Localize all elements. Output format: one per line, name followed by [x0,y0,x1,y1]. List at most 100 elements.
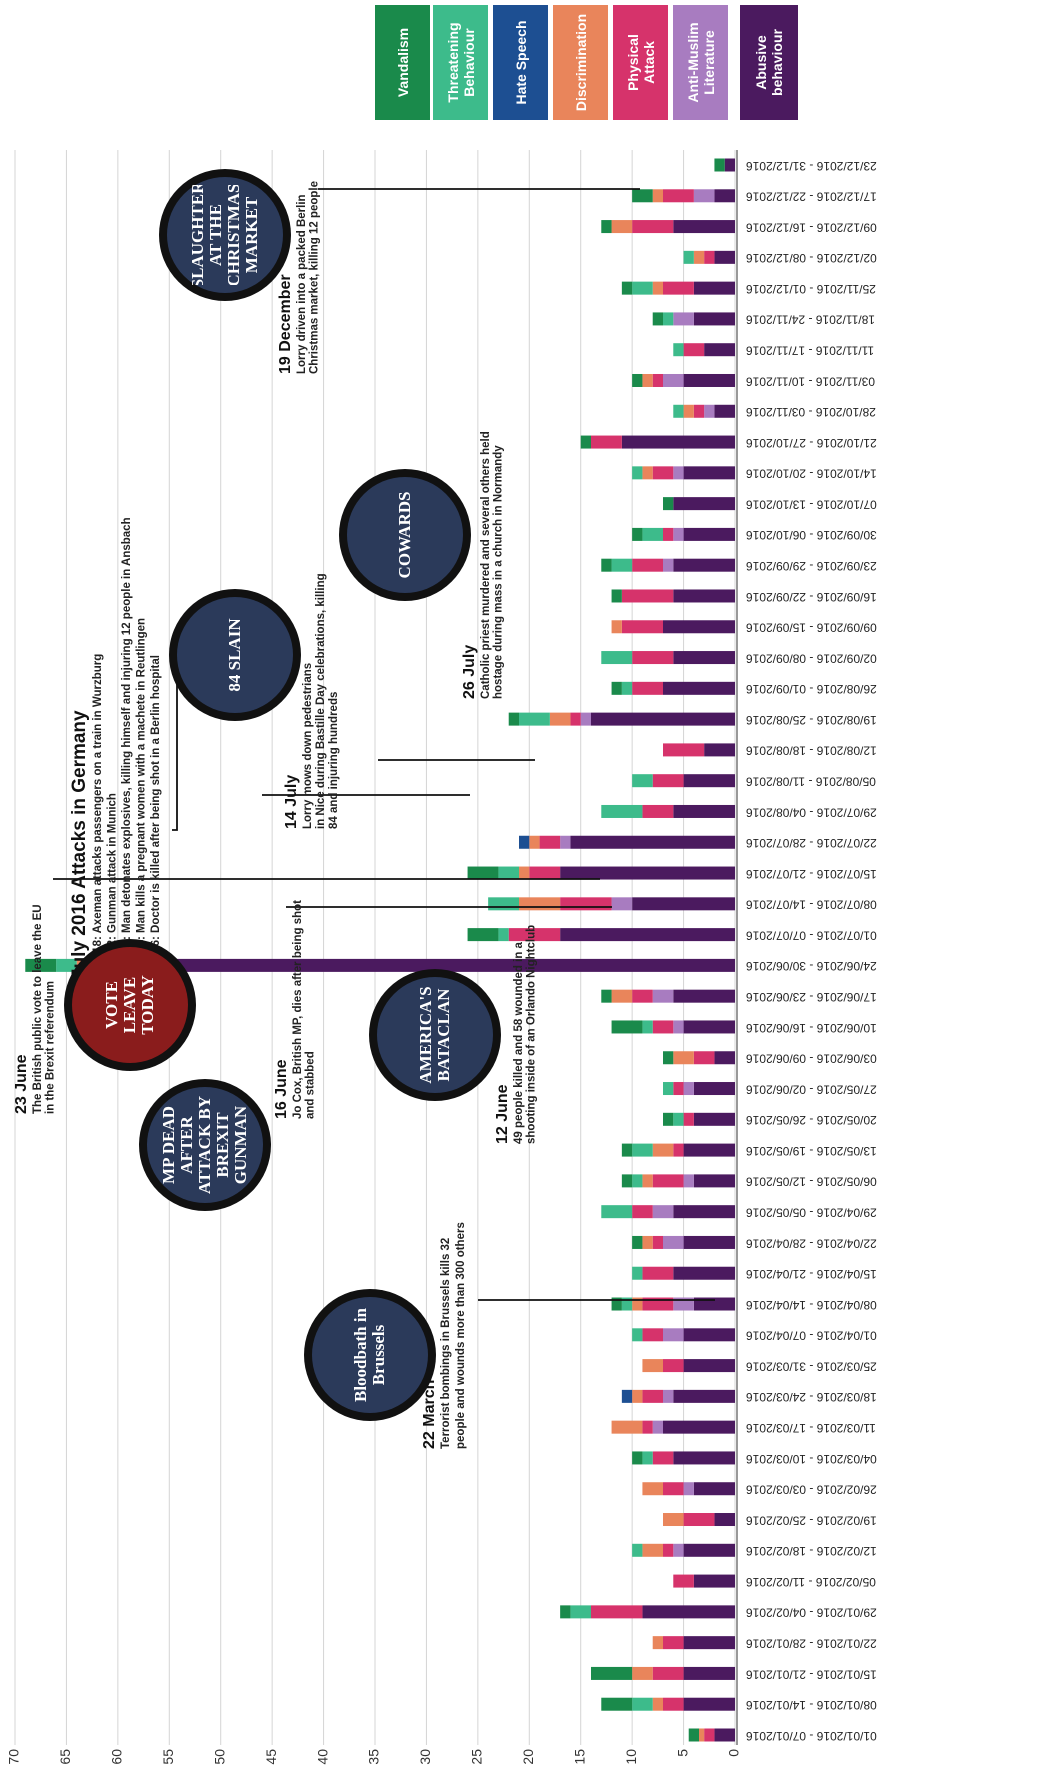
x-tick-label: 18/11/2016 - 24/11/2016 [746,313,875,327]
bar-segment [673,1451,735,1465]
y-tick-label: 45 [263,1749,279,1765]
x-tick-label: 22/07/2016 - 28/07/2016 [746,836,877,850]
annotation-title: 16 June [273,1059,290,1119]
clipping-inner [312,1297,428,1413]
x-tick-label: 08/01/2016 - 14/01/2016 [746,1698,877,1712]
bar-segment [704,743,736,757]
bar-segment [673,497,735,511]
bar-segment [632,1389,643,1403]
bar-segment [591,435,622,449]
bar-segment [601,804,643,818]
bar-segment [601,1697,633,1711]
bar-segment [663,1636,684,1650]
bar-segment [642,1451,653,1465]
bar-segment [693,1082,735,1096]
annotation-line: July 24: Man kills a pregnant women with… [136,618,148,979]
x-tick-label: 08/07/2016 - 14/07/2016 [746,898,877,912]
bar-segment [529,835,540,849]
bar-segment [611,681,622,695]
x-tick-label: 24/06/2016 - 30/06/2016 [746,959,877,973]
bar-segment [498,928,509,942]
clipping-inner [377,977,493,1093]
bar-segment [714,189,736,203]
bar-segment [632,1235,643,1249]
bar-segment [663,1235,684,1249]
bar-segment [683,1359,735,1373]
legend-swatch [740,5,798,120]
bar-segment [642,804,674,818]
bar-segment [642,1359,664,1373]
bar-segment [683,466,735,480]
bar-segment [673,343,684,357]
legend-swatch [433,5,488,120]
bar-segment [673,651,735,665]
bar-segment [683,1513,715,1527]
bar-segment [663,1543,674,1557]
clipping: 84 SLAIN [225,618,244,691]
bar-segment [683,373,735,387]
y-tick-label: 15 [571,1749,587,1765]
legend-entry: Vandalism [395,28,411,97]
bar-segment [488,897,519,911]
bar-segment [714,1051,736,1065]
bar-segment [673,989,735,1003]
bar-segment [642,1543,664,1557]
x-tick-label: 16/09/2016 - 22/09/2016 [746,590,877,604]
bar-segment [632,466,643,480]
x-tick-label: 19/08/2016 - 25/08/2016 [746,713,877,727]
annotation-line: people and wounds more than 300 others [455,1222,467,1449]
bar-segment [632,1205,653,1219]
clipping: SLAUGHTER AT THE CHRISTMAS MARKET [188,185,261,285]
bar-segment [704,1728,715,1742]
clipping: AMERICA'S BATACLAN [416,986,453,1083]
bar-segment [652,373,664,387]
bar-segment [683,1143,735,1157]
bar-segment [683,250,694,264]
clipping-headline: SLAUGHTER AT THE CHRISTMAS MARKET [188,185,261,285]
y-tick-label: 10 [623,1749,639,1765]
bar-segment [601,220,612,234]
bar-segment [560,835,571,849]
legend-swatch [553,5,608,120]
bar-segment [652,1174,684,1188]
bar-segment [693,281,735,295]
y-tick-label: 60 [109,1749,125,1765]
legend-swatch [493,5,548,120]
x-tick-label: 23/09/2016 - 29/09/2016 [746,559,877,573]
bar-segment [673,1051,694,1065]
bar-segment [663,1482,684,1496]
bar-segment [539,835,561,849]
x-tick-label: 17/06/2016 - 23/06/2016 [746,990,877,1004]
bar-segment [714,404,736,418]
y-tick-label: 5 [674,1749,690,1757]
legend-label: Anti-Muslim Literature [684,22,717,103]
bar-segment [570,712,581,726]
x-tick-label: 28/10/2016 - 03/11/2016 [746,405,876,419]
x-tick-label: 05/02/2016 - 11/02/2016 [746,1575,876,1589]
bar-segment [663,681,735,695]
annotation-line: 49 people killed and 58 wounded in a [513,941,525,1144]
x-tick-label: 13/05/2016 - 19/05/2016 [746,1144,877,1158]
y-tick-label: 20 [520,1749,536,1765]
y-tick-label: 65 [57,1749,73,1765]
x-tick-label: 29/01/2016 - 04/02/2016 [746,1606,877,1620]
bar-segment [693,189,715,203]
bar-segment [683,1174,694,1188]
bar-segment [652,989,674,1003]
y-tick-label: 50 [211,1749,227,1765]
annotation-line: hostage during mass in a church in Norma… [493,445,505,699]
bar-segment [663,620,735,634]
bar-segment [714,158,725,172]
bar-segment [611,589,622,603]
clipping: VOTE LEAVE TODAY [102,975,157,1035]
bar-segment [663,1112,674,1126]
bar-segment [632,1451,643,1465]
bar-segment [683,1543,735,1557]
clipping: Bloodbath in Brussels [351,1308,388,1402]
bar-segment [621,435,735,449]
bar-segment [519,712,550,726]
x-tick-label: 12/02/2016 - 18/02/2016 [746,1544,877,1558]
bar-segment [699,1728,705,1742]
bar-segment [642,1482,664,1496]
bar-segment [652,281,664,295]
